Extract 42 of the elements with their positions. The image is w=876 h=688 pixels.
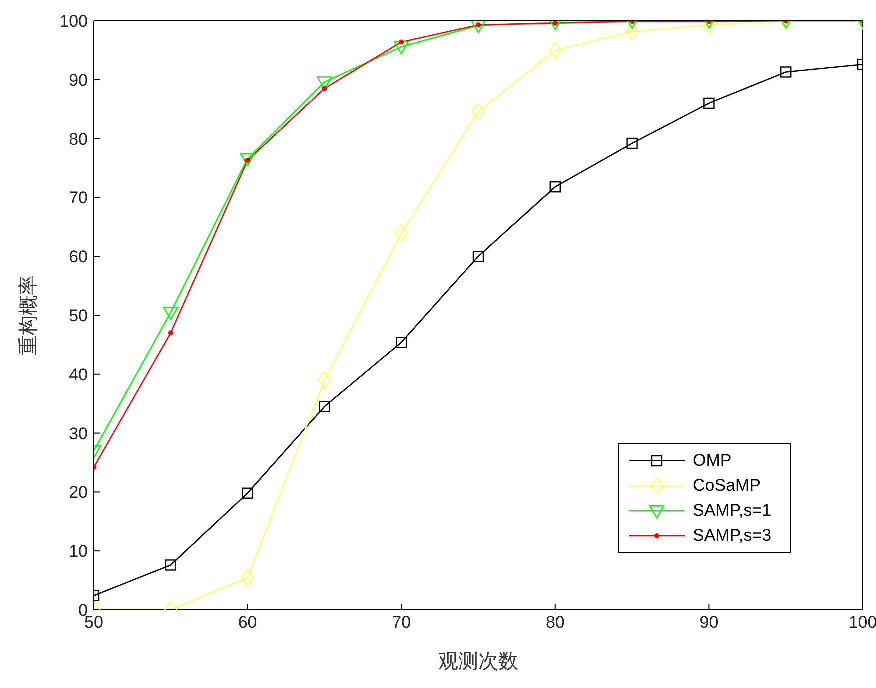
- x-axis-title: 观测次数: [438, 651, 518, 673]
- y-tick-label: 90: [69, 70, 88, 90]
- y-tick-label: 60: [69, 248, 88, 267]
- point: [472, 251, 484, 262]
- point: [241, 569, 254, 586]
- point: [168, 330, 174, 336]
- point: [548, 42, 562, 60]
- point: [470, 21, 486, 34]
- legend-label: OMP: [693, 450, 732, 470]
- point: [704, 98, 715, 110]
- y-tick-label: 30: [69, 424, 88, 444]
- y-tick-label: 50: [69, 306, 88, 326]
- x-tick-label: 60: [238, 613, 258, 632]
- x-tick-label: 90: [700, 613, 719, 632]
- point: [472, 103, 486, 120]
- y-tick-label: 20: [69, 483, 88, 502]
- point: [240, 153, 256, 166]
- point: [626, 23, 639, 40]
- y-tick-label: 70: [69, 188, 88, 208]
- legend-label: SAMP,s=1: [693, 500, 772, 520]
- y-tick-label: 10: [69, 542, 88, 562]
- x-tick-label: 80: [546, 613, 565, 632]
- y-tick-label: 100: [60, 12, 88, 32]
- y-tick-label: 40: [69, 365, 88, 384]
- point: [780, 66, 792, 78]
- point: [318, 372, 332, 389]
- legend-label: SAMP,s=3: [693, 526, 772, 546]
- point: [395, 224, 408, 242]
- x-tick-label: 70: [392, 613, 412, 632]
- legend-label: CoSaMP: [693, 476, 762, 496]
- point: [399, 40, 404, 45]
- y-tick-label: 80: [69, 130, 88, 149]
- point: [165, 560, 176, 571]
- point: [626, 138, 638, 150]
- point: [396, 336, 408, 348]
- point: [242, 488, 254, 499]
- point: [163, 306, 178, 320]
- y-axis-title: 重构概率: [18, 276, 40, 356]
- point: [550, 182, 561, 193]
- point: [322, 86, 328, 92]
- point: [394, 41, 410, 55]
- point: [319, 401, 330, 412]
